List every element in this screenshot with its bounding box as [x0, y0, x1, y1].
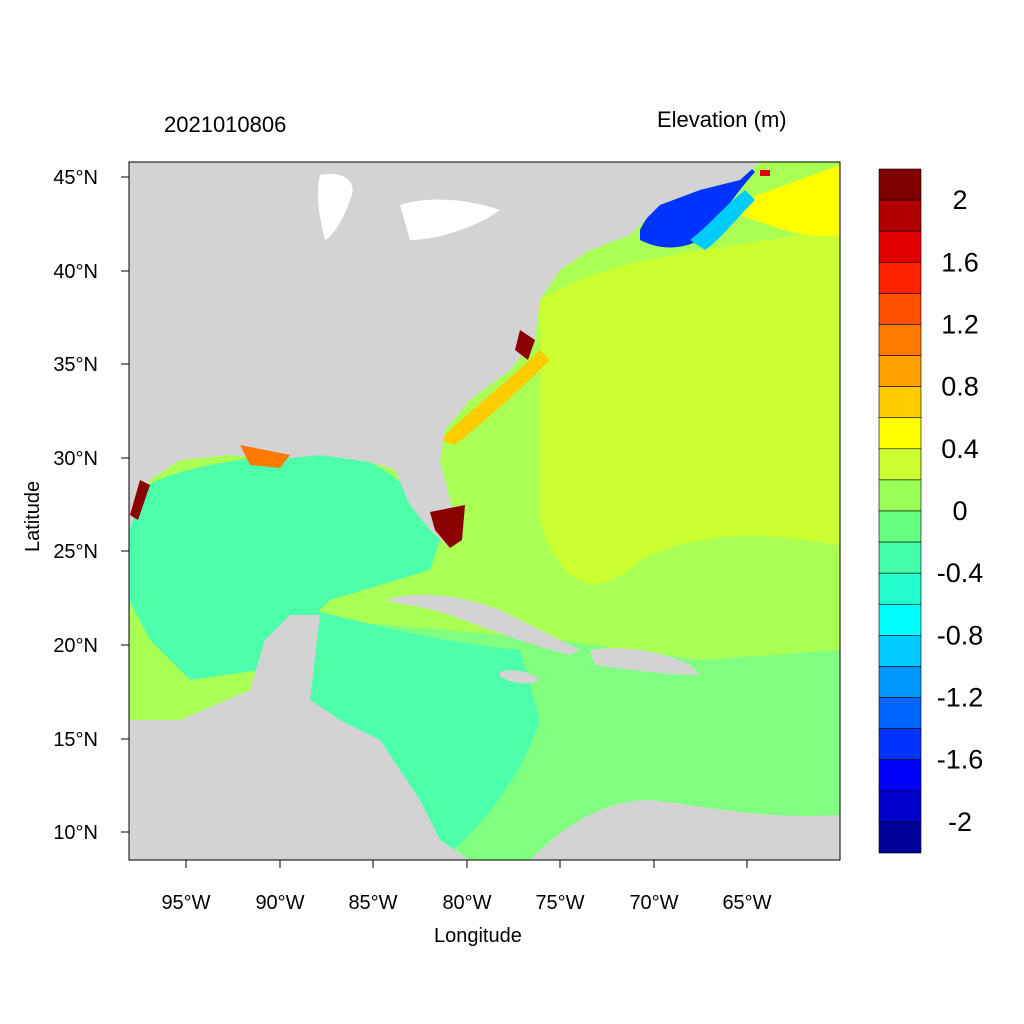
great-lakes [317, 173, 353, 240]
lat-tick-label: 15°N [53, 729, 98, 751]
map-plot-area [129, 162, 840, 860]
texas-surge [130, 480, 150, 520]
colorbar-swatch [878, 572, 922, 605]
gulf-of-maine-low-anomaly [640, 167, 755, 248]
lon-tick-label: 65°W [722, 892, 771, 914]
colorbar-swatch [878, 510, 922, 543]
colorbar-label: 1.6 [941, 247, 979, 277]
lat-tick-label: 25°N [53, 541, 98, 563]
colorbar-label: 0.4 [941, 434, 979, 464]
lon-tick-label: 90°W [255, 892, 304, 914]
gulf-of-mexico [129, 454, 440, 680]
lon-tick-label: 85°W [348, 892, 397, 914]
colorbar-swatch [878, 728, 922, 761]
lon-tick-label: 95°W [161, 892, 210, 914]
central-america-land [129, 615, 470, 860]
gulf-of-maine-transition [690, 190, 755, 250]
colorbar-swatch [878, 448, 922, 481]
northeast-high-anomaly [730, 165, 840, 236]
south-america-land [530, 800, 840, 860]
colorbar-swatch [878, 759, 922, 792]
colorbar-swatch [878, 666, 922, 698]
south-florida-surge [430, 505, 465, 548]
plot-frame [128, 161, 841, 861]
colorbar-swatch [878, 293, 922, 325]
chesapeake-surge [515, 330, 535, 360]
colorbar-swatch [878, 821, 922, 854]
colorbar-label: -1.6 [937, 745, 984, 775]
lat-tick-label: 40°N [53, 261, 98, 283]
colorbar: 2 1.6 1.2 0.8 0.4 0 -0.4 -0.8 -1.2 -1.6 -2 [878, 168, 984, 854]
colorbar-swatch [878, 324, 922, 356]
louisiana-surge [240, 445, 290, 468]
lat-tick-label: 45°N [53, 167, 98, 189]
cuba-land [385, 594, 580, 655]
colorbar-swatch [878, 355, 922, 387]
lat-tick-label: 20°N [53, 635, 98, 657]
variable-title: Elevation (m) [657, 107, 787, 132]
colorbar-label: 2 [952, 185, 967, 215]
colorbar-label: -0.4 [937, 558, 984, 588]
north-america-land [129, 162, 760, 548]
colorbar-swatch [878, 697, 922, 729]
atlantic-positive-anomaly [540, 230, 840, 584]
carolina-coastal-anomaly [440, 350, 550, 445]
nova-scotia-surge [760, 170, 770, 176]
colorbar-swatch [878, 230, 922, 263]
colorbar-swatch [878, 417, 922, 450]
colorbar-swatch [878, 261, 922, 294]
lon-tick-label: 70°W [629, 892, 678, 914]
colorbar-swatch [878, 199, 922, 232]
latitude-ticks: 45°N 40°N 35°N 30°N 25°N 20°N 15°N 10°N [53, 167, 129, 844]
x-axis-label: Longitude [434, 925, 522, 947]
lat-tick-label: 30°N [53, 448, 98, 470]
colorbar-label: -0.8 [937, 620, 984, 650]
colorbar-label: -1.2 [937, 683, 984, 713]
lon-tick-label: 80°W [442, 892, 491, 914]
timestamp-title: 2021010806 [164, 112, 287, 137]
colorbar-swatch [878, 479, 922, 512]
lake-erie-ontario [400, 199, 500, 240]
colorbar-label: 0.8 [941, 372, 979, 402]
lat-tick-label: 35°N [53, 354, 98, 376]
colorbar-swatch [878, 386, 922, 419]
hispaniola-land [590, 648, 700, 675]
lon-tick-label: 75°W [535, 892, 584, 914]
lat-tick-label: 10°N [53, 822, 98, 844]
colorbar-swatch [878, 635, 922, 667]
longitude-ticks: 95°W 90°W 85°W 80°W 75°W 70°W 65°W [161, 860, 772, 914]
jamaica-land [500, 670, 540, 684]
colorbar-label: -2 [948, 807, 972, 837]
colorbar-swatch [878, 790, 922, 823]
colorbar-swatch [878, 603, 922, 636]
colorbar-label: 0 [952, 496, 967, 526]
colorbar-swatch [878, 541, 922, 574]
colorbar-swatch [878, 168, 922, 201]
colorbar-label: 1.2 [941, 309, 979, 339]
